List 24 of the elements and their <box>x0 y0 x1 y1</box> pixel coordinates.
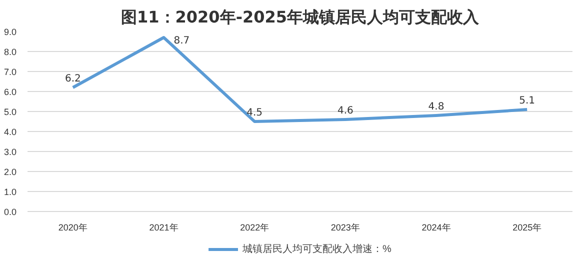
legend-label: 城镇居民人均可支配收入增速：% <box>242 242 392 256</box>
y-tick-label: 9.0 <box>4 27 17 37</box>
y-tick-label: 4.0 <box>4 127 17 137</box>
data-label: 6.2 <box>64 74 81 84</box>
x-tick-label: 2025年 <box>512 222 542 232</box>
data-label: 4.8 <box>428 102 444 112</box>
y-tick-label: 3.0 <box>4 147 17 157</box>
y-tick-label: 0.0 <box>4 207 17 217</box>
y-tick-label: 5.0 <box>4 107 17 117</box>
y-tick-label: 8.0 <box>4 47 17 57</box>
x-tick-label: 2024年 <box>422 222 451 232</box>
chart-title: 图11：2020年-2025年城镇居民人均可支配收入 <box>121 8 480 26</box>
x-tick-label: 2023年 <box>330 222 360 232</box>
x-tick-label: 2020年 <box>58 222 88 232</box>
data-label: 5.1 <box>519 96 536 106</box>
data-label: 8.7 <box>174 36 190 46</box>
y-tick-label: 6.0 <box>4 87 17 97</box>
y-tick-label: 1.0 <box>4 187 17 197</box>
data-label: 4.6 <box>337 106 354 116</box>
y-tick-label: 2.0 <box>4 167 17 177</box>
y-tick-label: 7.0 <box>4 67 17 77</box>
x-tick-label: 2021年 <box>149 222 178 232</box>
x-tick-label: 2022年 <box>240 222 270 232</box>
data-label: 4.5 <box>246 108 263 118</box>
